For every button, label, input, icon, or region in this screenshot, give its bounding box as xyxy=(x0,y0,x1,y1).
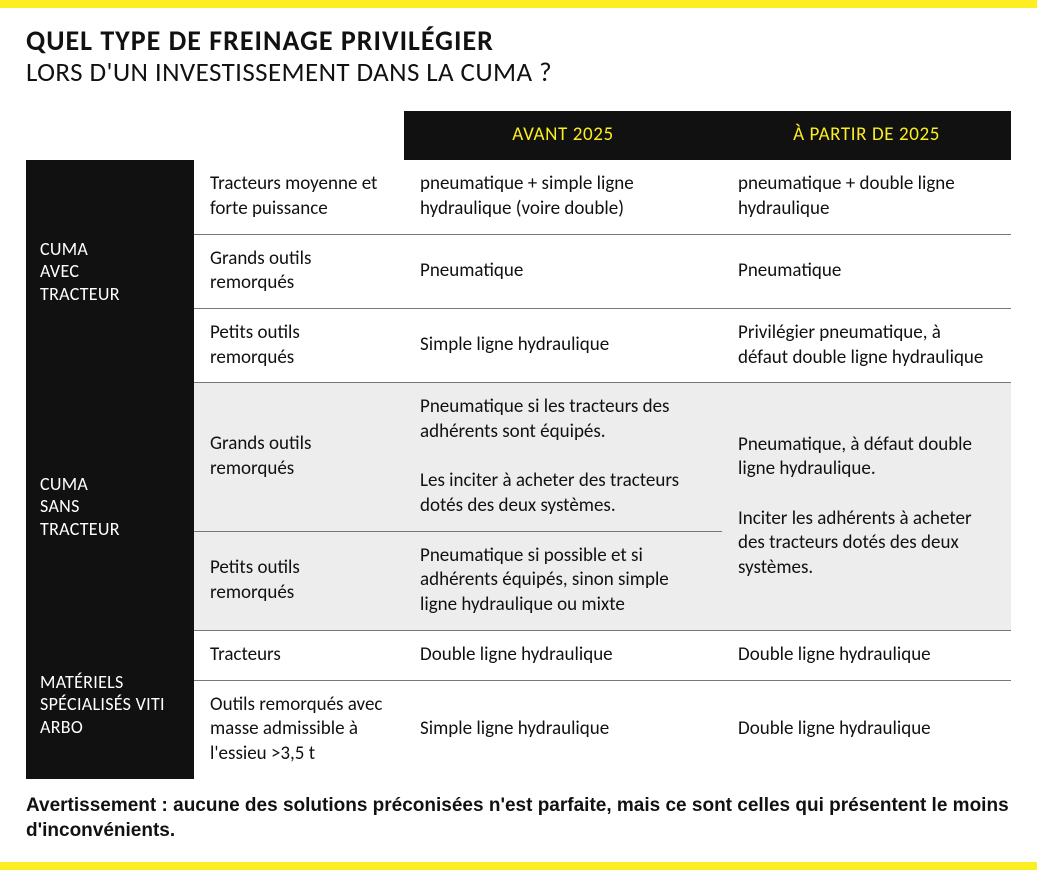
row-after: pneumatique + double ligne hydraulique xyxy=(722,160,1011,234)
group-label: CUMASANSTRACTEUR xyxy=(26,383,194,631)
row-before: Simple ligne hydraulique xyxy=(404,680,722,779)
row-after: Privilégier pneumatique, à défaut double… xyxy=(722,308,1011,382)
header-blank-type xyxy=(194,111,404,160)
row-type: Outils remorqués avec masse admissible à… xyxy=(194,680,404,779)
row-before: Pneumatique si possible et si adhérents … xyxy=(404,531,722,630)
top-accent-bar xyxy=(0,0,1037,8)
row-type: Petits outils remorqués xyxy=(194,308,404,382)
row-before: Pneumatique si les tracteurs des adhéren… xyxy=(404,383,722,531)
group-label: MATÉRIELS SPÉCIALISÉS VITI ARBO xyxy=(26,630,194,778)
row-type: Grands outils remorqués xyxy=(194,383,404,531)
period-header-row: AVANT 2025 À PARTIR DE 2025 xyxy=(26,111,1011,160)
header-blank-group xyxy=(26,111,194,160)
bottom-accent-bar xyxy=(0,862,1037,870)
warning-text: Avertissement : aucune des solutions pré… xyxy=(0,779,1037,844)
row-after: Double ligne hydraulique xyxy=(722,680,1011,779)
page-heading: QUEL TYPE DE FREINAGE PRIVILÉGIER LORS D… xyxy=(0,26,1037,111)
page: QUEL TYPE DE FREINAGE PRIVILÉGIER LORS D… xyxy=(0,0,1037,870)
table-row: CUMAAVECTRACTEUR Tracteurs moyenne et fo… xyxy=(26,160,1011,234)
row-after-merged: Pneumatique, à défaut double ligne hydra… xyxy=(722,383,1011,631)
table-row: CUMASANSTRACTEUR Grands outils remorqués… xyxy=(26,383,1011,531)
row-before: Double ligne hydraulique xyxy=(404,630,722,680)
group-label: CUMAAVECTRACTEUR xyxy=(26,160,194,383)
row-after: Double ligne hydraulique xyxy=(722,630,1011,680)
title-line-2: LORS D'UN INVESTISSEMENT DANS LA CUMA ? xyxy=(26,57,1011,89)
period-after-header: À PARTIR DE 2025 xyxy=(722,111,1011,160)
period-before-header: AVANT 2025 xyxy=(404,111,722,160)
title-line-1: QUEL TYPE DE FREINAGE PRIVILÉGIER xyxy=(26,26,1011,57)
row-before: Pneumatique xyxy=(404,234,722,308)
row-before: pneumatique + simple ligne hydraulique (… xyxy=(404,160,722,234)
table-row: MATÉRIELS SPÉCIALISÉS VITI ARBO Tracteur… xyxy=(26,630,1011,680)
row-after: Pneumatique xyxy=(722,234,1011,308)
row-type: Tracteurs xyxy=(194,630,404,680)
braking-table: AVANT 2025 À PARTIR DE 2025 CUMAAVECTRAC… xyxy=(26,111,1011,778)
row-type: Grands outils remorqués xyxy=(194,234,404,308)
row-type: Tracteurs moyenne et forte puissance xyxy=(194,160,404,234)
row-before: Simple ligne hydraulique xyxy=(404,308,722,382)
row-type: Petits outils remorqués xyxy=(194,531,404,630)
